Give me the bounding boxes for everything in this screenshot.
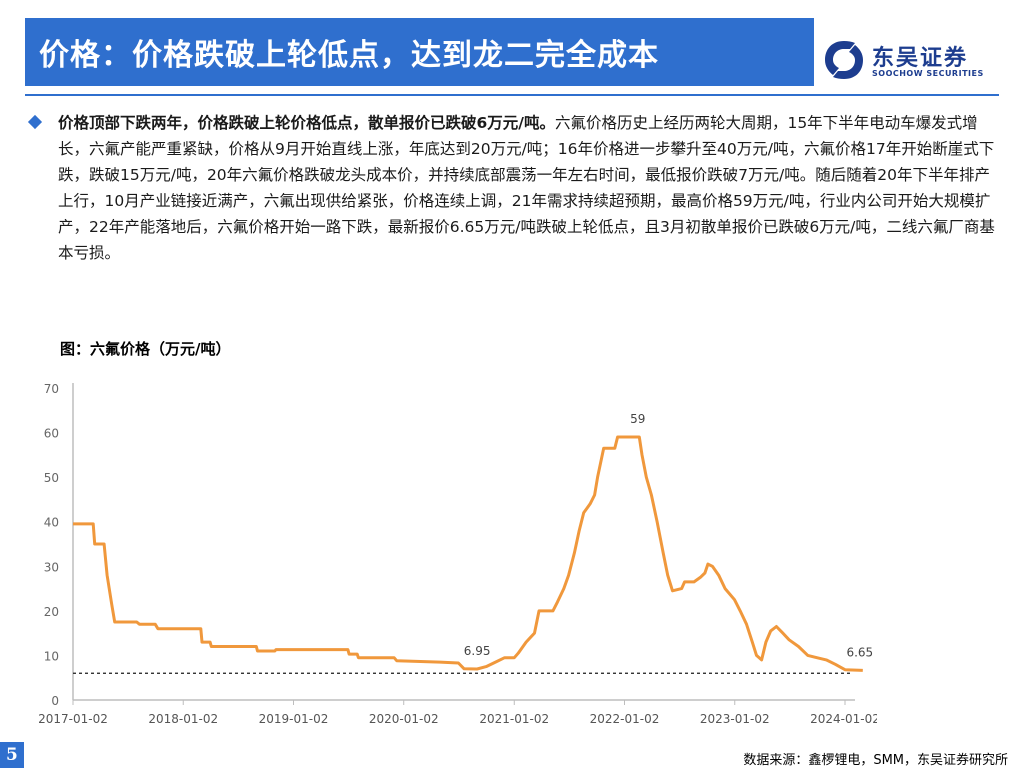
page-title: 价格：价格跌破上轮低点，达到龙二完全成本 xyxy=(39,38,659,73)
y-tick-label: 30 xyxy=(44,560,59,574)
header-divider xyxy=(25,94,999,96)
x-tick-label: 2021-01-02 xyxy=(479,712,549,726)
diamond-bullet-icon xyxy=(27,114,43,130)
page-number-tab xyxy=(0,742,24,768)
y-tick-label: 40 xyxy=(44,516,59,530)
title-bar: 价格：价格跌破上轮低点，达到龙二完全成本 xyxy=(25,18,814,86)
logo-icon xyxy=(825,41,863,79)
x-tick-label: 2024-01-02 xyxy=(810,712,877,726)
y-tick-label: 60 xyxy=(44,427,59,441)
series-line xyxy=(73,435,863,672)
data-label: 6.65 xyxy=(846,645,873,659)
logo-english-name: SOOCHOW SECURITIES xyxy=(872,69,984,78)
y-tick-label: 10 xyxy=(44,649,59,663)
x-tick-label: 2023-01-02 xyxy=(700,712,770,726)
y-tick-label: 20 xyxy=(44,605,59,619)
page-number: 5 xyxy=(6,745,18,765)
price-line-chart: 0 10 20 30 40 50 60 70 2017-01-02 2018-01-02 2019-… xyxy=(38,382,877,726)
summary-paragraph: 价格顶部下跌两年，价格跌破上轮价格低点，散单报价已跌破6万元/吨。六氟价格历史上… xyxy=(58,110,1003,266)
x-tick-label: 2018-01-02 xyxy=(148,712,218,726)
figure-title: 图：六氟价格（万元/吨） xyxy=(60,340,231,358)
summary-lead: 价格顶部下跌两年，价格跌破上轮价格低点，散单报价已跌破6万元/吨。 xyxy=(58,114,555,132)
data-label: 59 xyxy=(630,412,645,426)
summary-text: 六氟价格历史上经历两轮大周期，15年下半年电动车爆发式增长，六氟产能严重紧缺，价… xyxy=(58,114,995,262)
company-logo: 东吴证券 SOOCHOW SECURITIES xyxy=(822,38,992,84)
logo-chinese-name: 东吴证券 xyxy=(872,46,969,71)
x-tick-label: 2019-01-02 xyxy=(259,712,329,726)
x-tick-label: 2017-01-02 xyxy=(38,712,108,726)
x-tick-label: 2020-01-02 xyxy=(369,712,439,726)
y-tick-label: 70 xyxy=(44,382,59,396)
data-source: 数据来源：鑫椤锂电，SMM，东吴证券研究所 xyxy=(739,749,1012,768)
y-tick-label: 0 xyxy=(51,694,59,708)
data-label: 6.95 xyxy=(464,644,491,658)
x-tick-label: 2022-01-02 xyxy=(590,712,660,726)
y-tick-label: 50 xyxy=(44,471,59,485)
